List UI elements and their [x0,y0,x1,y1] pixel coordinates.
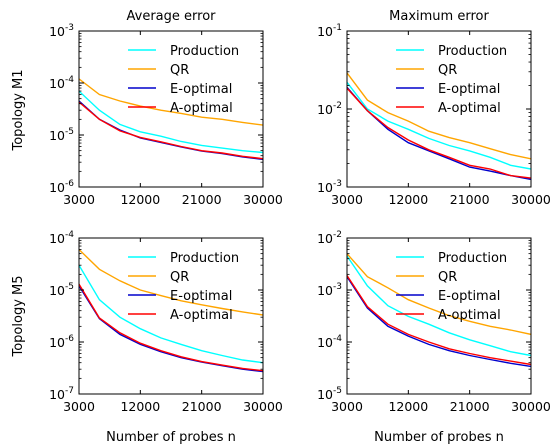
y-tick-label: 10-3 [317,179,342,195]
x-tick-label: 3000 [63,192,95,207]
x-tick-label: 21000 [450,399,490,414]
legend: Production QR E-optimal A-optimal [396,251,507,323]
series-line-production [347,255,531,357]
x-tick-label: 12000 [120,192,160,207]
legend: Production QR E-optimal A-optimal [396,44,507,116]
x-tick-label: 30000 [511,399,551,414]
series-lines [79,78,263,161]
legend-label: A-optimal [170,101,233,116]
x-tick-label: 30000 [243,399,283,414]
legend-label: QR [170,63,189,78]
plot-frame [78,30,264,188]
y-tick-label: 10-1 [317,23,342,39]
y-tick-label: 10-4 [49,230,74,246]
panel-max-m1: 3000 12000 21000 30000 10-3 10-2 10-1 Productio… [317,23,551,207]
legend-label: E-optimal [438,289,500,304]
legend-label: E-optimal [438,82,500,97]
col-title-average: Average error [127,9,217,24]
x-tick-label: 21000 [450,192,490,207]
legend-label: Production [170,44,239,59]
y-tick-label: 10-2 [317,101,342,117]
col-title-maximum: Maximum error [389,9,489,24]
series-line-a-optimal [79,101,263,160]
row-label-m1: Topology M1 [11,69,26,151]
series-line-qr [347,253,531,336]
y-tick-label: 10-5 [49,282,74,298]
y-tick-label: 10-7 [49,386,74,402]
x-tick-label: 12000 [388,192,428,207]
y-tick-label: 10-6 [49,179,74,195]
legend: Production QR E-optimal A-optimal [128,251,239,323]
legend-label: A-optimal [438,308,501,323]
series-lines [79,248,263,373]
y-tick-label: 10-5 [317,386,342,402]
panel-max-m5: 3000 12000 21000 30000 10-5 10-4 10-3 10-2 Produ… [317,230,551,414]
y-tick-label: 10-4 [49,75,74,91]
series-line-production [79,90,263,154]
legend-label: QR [438,63,457,78]
legend-label: E-optimal [170,82,232,97]
series-lines [347,253,531,368]
panel-avg-m1: 3000 12000 21000 30000 10-6 10-5 10-4 10-3 Produ… [49,23,283,207]
panel-avg-m5: 3000 12000 21000 30000 10-7 10-6 10-5 10-4 Produ… [49,230,283,414]
y-tick-label: 10-3 [317,282,342,298]
legend-label: A-optimal [438,101,501,116]
series-line-production [79,264,263,364]
x-axis-label-right: Number of probes n [374,430,504,445]
x-tick-label: 3000 [331,192,363,207]
y-tick-label: 10-5 [49,127,74,143]
plot-frame [78,237,264,395]
legend-label: A-optimal [170,308,233,323]
series-line-a-optimal [79,283,263,372]
series-line-qr [79,78,263,126]
legend: Production QR E-optimal A-optimal [128,44,239,116]
legend-label: QR [438,270,457,285]
x-tick-label: 12000 [120,399,160,414]
series-line-a-optimal [347,87,531,179]
x-tick-label: 30000 [243,192,283,207]
x-tick-label: 3000 [63,399,95,414]
y-tick-label: 10-4 [317,334,342,350]
series-line-production [347,81,531,170]
y-tick-label: 10-2 [317,230,342,246]
legend-label: Production [438,251,507,266]
x-tick-label: 21000 [182,192,222,207]
x-tick-label: 21000 [182,399,222,414]
series-line-e-optimal [347,276,531,368]
plot-frame [346,237,532,395]
series-line-a-optimal [347,275,531,366]
legend-label: Production [438,44,507,59]
legend-label: Production [170,251,239,266]
legend-label: QR [170,270,189,285]
y-tick-label: 10-6 [49,334,74,350]
y-tick-label: 10-3 [49,23,74,39]
series-lines [347,72,531,181]
legend-label: E-optimal [170,289,232,304]
x-tick-label: 30000 [511,192,551,207]
x-tick-label: 3000 [331,399,363,414]
series-line-qr [347,72,531,160]
x-axis-label-left: Number of probes n [106,430,236,445]
x-tick-label: 12000 [388,399,428,414]
row-label-m5: Topology M5 [11,275,26,357]
series-line-qr [79,248,263,316]
